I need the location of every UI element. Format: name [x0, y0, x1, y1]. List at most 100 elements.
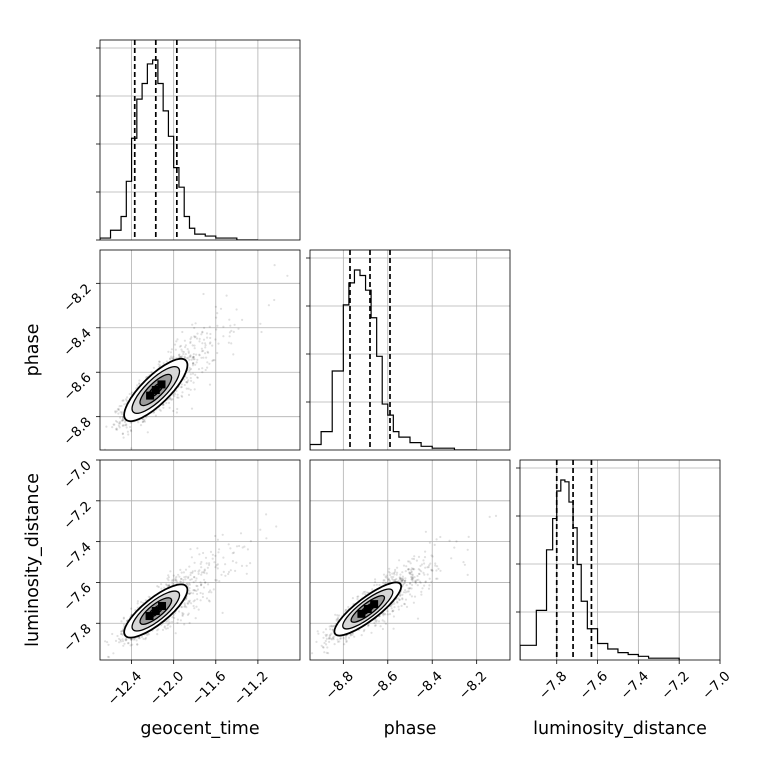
scatter-point: [374, 578, 377, 581]
scatter-point: [423, 562, 426, 565]
scatter-point: [192, 362, 195, 365]
scatter-point: [117, 637, 121, 640]
scatter-point: [382, 579, 385, 582]
scatter-point: [225, 294, 228, 297]
scatter-point: [436, 565, 439, 568]
scatter-point: [216, 324, 219, 327]
scatter-point: [339, 637, 342, 640]
scatter-point: [398, 559, 401, 562]
scatter-point: [201, 595, 204, 599]
scatter-point: [388, 578, 391, 581]
scatter-point: [385, 576, 388, 579]
scatter-point: [172, 355, 175, 358]
scatter-point: [328, 634, 331, 637]
scatter-point: [417, 555, 421, 559]
scatter-point: [171, 578, 174, 581]
scatter-point: [420, 593, 423, 596]
scatter-point: [193, 561, 196, 564]
scatter-point: [367, 623, 370, 627]
scatter-point: [158, 408, 161, 411]
panel-frame: [99, 249, 301, 451]
scatter-point: [371, 588, 374, 591]
scatter-point: [117, 424, 120, 427]
panel-frame: [99, 459, 301, 661]
scatter-point: [162, 403, 165, 406]
scatter-point: [194, 373, 197, 376]
scatter-point: [423, 556, 427, 559]
scatter-point: [330, 625, 333, 628]
scatter-point: [397, 608, 400, 611]
scatter-point: [180, 606, 183, 609]
scatter-point: [189, 340, 192, 343]
scatter-point: [212, 359, 215, 362]
scatter-point: [120, 419, 123, 422]
scatter-point: [392, 627, 395, 630]
scatter-point: [407, 568, 410, 571]
scatter-point: [462, 561, 465, 564]
scatter-point: [140, 600, 143, 604]
scatter-point: [325, 643, 328, 646]
density-peak: [363, 604, 372, 613]
scatter-point: [240, 564, 244, 568]
scatter-point: [195, 584, 198, 588]
x-tick-label: −8.4: [411, 668, 445, 702]
scatter-point: [360, 634, 363, 637]
scatter-point: [191, 362, 195, 365]
scatter-point: [201, 331, 204, 334]
scatter-point: [166, 624, 169, 627]
scatter-point: [411, 577, 414, 580]
scatter-point: [209, 341, 212, 344]
scatter-point: [105, 425, 108, 428]
scatter-point: [206, 350, 209, 353]
scatter-point: [160, 587, 163, 590]
scatter-point: [428, 577, 431, 580]
scatter-point: [383, 612, 386, 615]
scatter-point: [189, 337, 192, 341]
scatter-point: [114, 410, 117, 413]
scatter-point: [399, 594, 402, 597]
scatter-point: [187, 356, 190, 359]
scatter-point: [408, 571, 411, 575]
scatter-point: [435, 577, 438, 580]
scatter-point: [428, 564, 431, 567]
scatter-point: [197, 368, 201, 371]
scatter-point: [205, 332, 209, 335]
scatter-point: [183, 339, 186, 342]
scatter-point: [172, 409, 175, 413]
scatter-point: [409, 593, 412, 596]
scatter-point: [382, 573, 386, 576]
x-axis-label: geocent_time: [140, 719, 259, 739]
scatter-point: [398, 598, 401, 601]
scatter-point: [176, 393, 179, 396]
density-peak: [357, 609, 366, 618]
joint-geocent_time-luminosity_distance: [99, 459, 301, 661]
scatter-point: [356, 595, 359, 598]
scatter-point: [136, 643, 139, 646]
scatter-point: [405, 584, 408, 587]
scatter-point: [192, 592, 195, 595]
scatter-point: [169, 397, 172, 400]
scatter-point: [180, 383, 183, 386]
scatter-point: [198, 337, 201, 340]
scatter-point: [200, 573, 203, 576]
scatter-point: [184, 605, 187, 608]
scatter-point: [393, 579, 396, 582]
scatter-point: [239, 532, 243, 535]
scatter-point: [181, 391, 184, 394]
scatter-point: [194, 569, 197, 573]
scatter-point: [400, 577, 403, 580]
scatter-point: [190, 556, 193, 559]
scatter-point: [176, 621, 179, 625]
scatter-point: [391, 610, 394, 613]
scatter-point: [174, 577, 177, 580]
scatter-point: [125, 424, 128, 427]
density-peak: [151, 386, 160, 394]
contour-line-2: [131, 366, 181, 414]
scatter-point: [179, 355, 183, 358]
scatter-point: [364, 593, 367, 596]
scatter-point: [176, 338, 179, 341]
scatter-point: [170, 355, 173, 358]
scatter-point: [410, 567, 413, 570]
scatter-point: [245, 572, 248, 575]
scatter-point: [408, 582, 411, 585]
